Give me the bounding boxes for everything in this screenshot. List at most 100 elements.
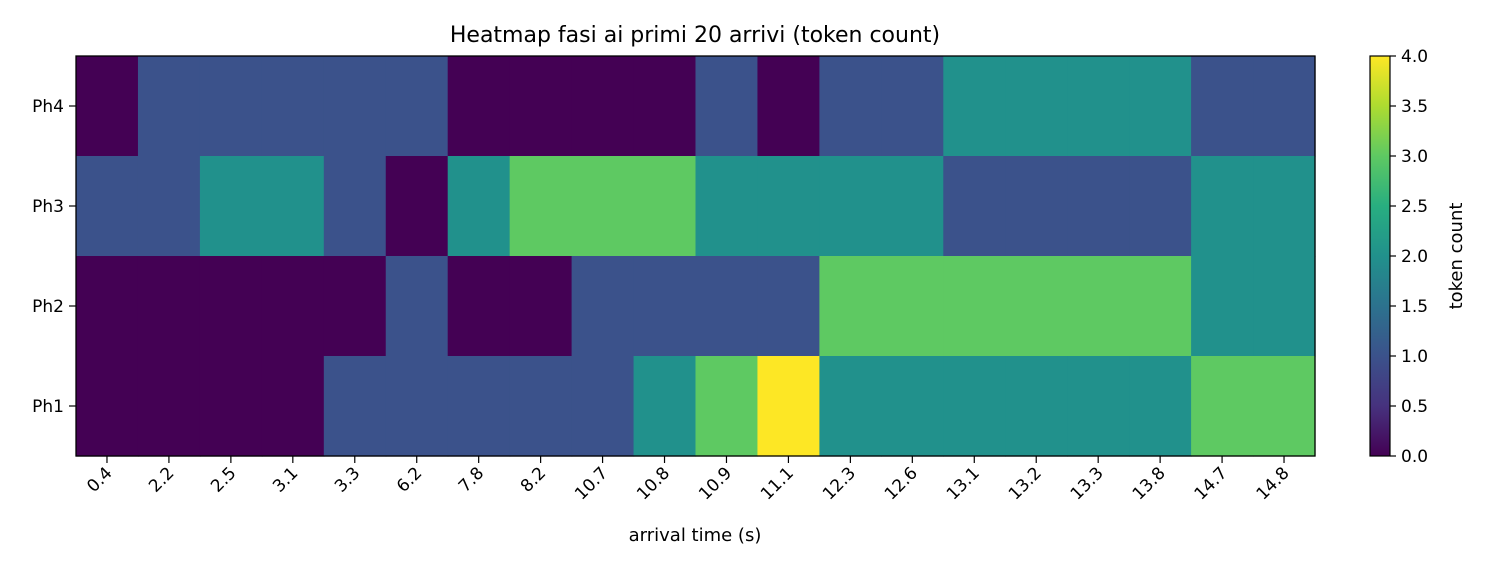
heatmap-cell: [1005, 156, 1068, 257]
heatmap-cell: [819, 156, 882, 257]
y-tick-label: Ph3: [32, 197, 64, 217]
heatmap-cell: [323, 256, 387, 357]
x-tick-label: 8.2: [517, 463, 550, 496]
heatmap-cell: [943, 356, 1006, 457]
heatmap-cell: [509, 356, 573, 457]
heatmap-cell: [819, 56, 882, 157]
heatmap-cell: [1129, 56, 1192, 157]
heatmap-cell: [199, 256, 263, 357]
heatmap-cell: [447, 356, 511, 457]
heatmap-cell: [1191, 356, 1254, 457]
heatmap-cell: [199, 56, 263, 157]
heatmap-cell: [137, 56, 201, 157]
colorbar-tick-label: 3.0: [1401, 147, 1428, 167]
heatmap-cell: [76, 256, 139, 357]
heatmap-cell: [447, 256, 511, 357]
heatmap-cell: [447, 56, 511, 157]
heatmap-cell: [633, 56, 697, 157]
colorbar-label: token count: [1446, 203, 1467, 310]
heatmap-cell: [881, 156, 944, 257]
heatmap-cell: [571, 56, 635, 157]
heatmap-cell: [323, 56, 387, 157]
x-tick-label: 14.7: [1191, 463, 1232, 504]
heatmap-cell: [695, 256, 759, 357]
heatmap-cell: [757, 256, 820, 357]
heatmap-cell: [261, 56, 325, 157]
heatmap-cell: [76, 56, 139, 157]
heatmap-cell: [881, 56, 944, 157]
colorbar-tick-label: 0.5: [1401, 397, 1428, 417]
heatmap-cell: [571, 256, 635, 357]
heatmap-cell: [1253, 156, 1316, 257]
y-tick-label: Ph4: [32, 97, 64, 117]
heatmap-cell: [261, 156, 325, 257]
x-axis-ticks: 0.4 2.2 2.5 3.1 3.3 6.2 7.8 8.2 10.7 10.8 10.9 11.1…: [83, 456, 1294, 504]
x-tick-label: 10.8: [633, 463, 674, 504]
x-tick-label: 7.8: [455, 463, 488, 496]
x-tick-label: 13.1: [943, 463, 984, 504]
y-axis-ticks: Ph4 Ph3 Ph2 Ph1: [32, 97, 76, 417]
heatmap-cell: [385, 156, 449, 257]
heatmap-cell: [1129, 356, 1192, 457]
plot-frame: [75, 55, 1316, 457]
heatmap-cell: [1253, 356, 1316, 457]
x-tick-label: 10.7: [571, 463, 612, 504]
heatmap-cell: [1191, 56, 1254, 157]
heatmap-cell: [1067, 156, 1130, 257]
heatmap-cell: [76, 356, 139, 457]
x-tick-label: 0.4: [83, 463, 116, 496]
heatmap-cell: [509, 56, 573, 157]
x-tick-label: 13.2: [1005, 463, 1046, 504]
heatmap-cell: [1129, 256, 1192, 357]
x-tick-label: 12.6: [881, 463, 922, 504]
heatmap-cell: [261, 256, 325, 357]
heatmap-cell: [323, 356, 387, 457]
heatmap-cell: [757, 156, 820, 257]
x-tick-label: 13.8: [1129, 463, 1170, 504]
x-tick-label: 2.2: [145, 463, 178, 496]
heatmap-cell: [385, 356, 449, 457]
heatmap-cell: [1067, 256, 1130, 357]
y-tick-label: Ph2: [32, 297, 64, 317]
colorbar-ticks: 0.0 0.5 1.0 1.5 2.0 2.5 3.0 3.5 4.0: [1390, 47, 1428, 467]
heatmap-cell: [509, 156, 573, 257]
chart-title: Heatmap fasi ai primi 20 arrivi (token c…: [450, 23, 940, 48]
x-tick-label: 14.8: [1253, 463, 1294, 504]
heatmap-cell: [137, 156, 201, 257]
colorbar: [1369, 55, 1391, 457]
heatmap-cell: [571, 356, 635, 457]
heatmap-cell: [633, 156, 697, 257]
heatmap-cell: [695, 56, 759, 157]
colorbar-tick-label: 1.5: [1401, 297, 1428, 317]
heatmap-cell: [1005, 56, 1068, 157]
heatmap-cell: [757, 356, 820, 457]
heatmap-cell: [385, 256, 449, 357]
x-tick-label: 6.2: [393, 463, 426, 496]
heatmap-cell: [447, 156, 511, 257]
colorbar-tick-label: 1.0: [1401, 347, 1428, 367]
heatmap-cell: [819, 256, 882, 357]
heatmap-cell: [695, 156, 759, 257]
heatmap-cell: [881, 356, 944, 457]
heatmap-cell: [323, 156, 387, 257]
x-tick-label: 13.3: [1067, 463, 1108, 504]
heatmap-cell: [76, 156, 139, 257]
x-tick-label: 12.3: [819, 463, 860, 504]
x-tick-label: 3.3: [331, 463, 364, 496]
heatmap-cell: [137, 256, 201, 357]
x-tick-label: 11.1: [757, 463, 798, 504]
y-tick-label: Ph1: [32, 397, 64, 417]
heatmap-cell: [199, 156, 263, 257]
heatmap-cell: [1253, 56, 1316, 157]
heatmap-cell: [757, 56, 820, 157]
heatmap-cell: [1005, 256, 1068, 357]
heatmap-cell: [943, 156, 1006, 257]
colorbar-tick-label: 4.0: [1401, 47, 1428, 67]
heatmap-cell: [881, 256, 944, 357]
heatmap-cell: [137, 356, 201, 457]
heatmap-cell: [261, 356, 325, 457]
colorbar-tick-label: 2.0: [1401, 247, 1428, 267]
heatmap-cell: [1191, 156, 1254, 257]
heatmap-cell: [1067, 56, 1130, 157]
